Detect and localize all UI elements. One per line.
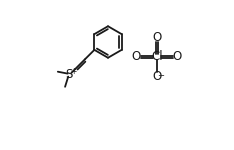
Text: O: O <box>132 51 141 63</box>
Text: O: O <box>152 31 161 44</box>
Text: O: O <box>152 70 161 83</box>
Text: S: S <box>66 68 73 81</box>
Text: +: + <box>70 67 76 76</box>
Text: Cl: Cl <box>151 51 163 63</box>
Text: −: − <box>157 71 165 80</box>
Text: O: O <box>173 51 182 63</box>
